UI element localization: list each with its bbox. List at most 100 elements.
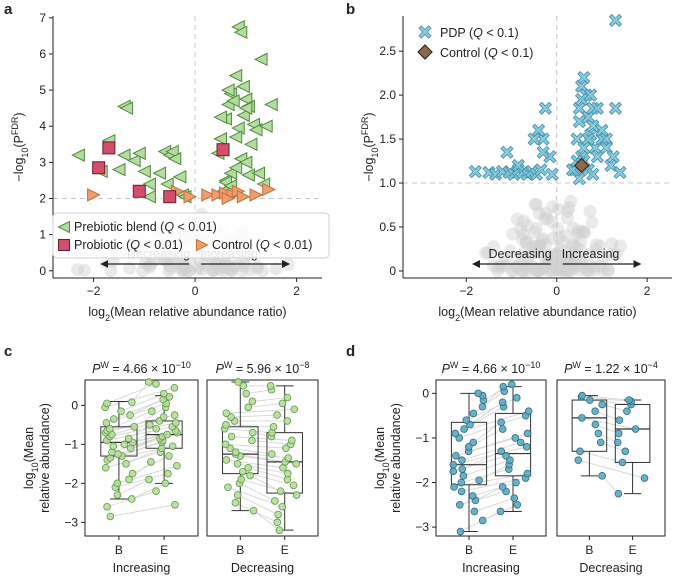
background-point (558, 229, 572, 243)
panel-label-a: a (4, 1, 13, 18)
data-point (124, 434, 133, 443)
y-tick-label: 2.5 (379, 44, 396, 58)
background-point (609, 247, 623, 261)
data-point (224, 483, 232, 492)
background-point (574, 258, 588, 272)
paired-line (230, 414, 278, 418)
pdp-point (538, 101, 552, 115)
background-point (581, 263, 595, 277)
paired-line (478, 464, 510, 481)
y-tick-label: 2.0 (379, 88, 396, 102)
background-point (551, 221, 565, 235)
data-point (449, 460, 458, 469)
background-point (558, 263, 572, 277)
prebiotic-point (243, 137, 258, 152)
data-point (101, 463, 110, 472)
data-point (274, 510, 282, 519)
background-point (542, 256, 556, 270)
paired-line (482, 386, 504, 408)
background-point (538, 212, 552, 226)
paired-line (453, 446, 527, 466)
x-tick-label: −2 (87, 284, 101, 298)
paired-line (473, 390, 505, 414)
data-point (615, 416, 624, 424)
pdp-point (590, 101, 604, 115)
data-point (512, 394, 521, 402)
data-point (474, 389, 482, 398)
prebiotic-point (236, 108, 250, 123)
panel-a-volcano: −2 0 2 0 1 2 3 4 5 6 7 log2(Mean relative abundance… (10, 11, 330, 323)
data-point (152, 380, 160, 388)
background-point (206, 263, 220, 277)
data-point (278, 502, 287, 511)
background-point (532, 264, 546, 278)
background-point (509, 259, 523, 273)
background-point (564, 194, 578, 208)
paired-line (459, 490, 507, 506)
y-tick-label: −1 (415, 431, 429, 445)
background-point (213, 263, 227, 277)
data-point (512, 478, 520, 487)
paired-line (109, 410, 152, 430)
background-point (613, 239, 627, 253)
paired-line (249, 475, 281, 492)
paired-line (461, 441, 521, 461)
prebiotic-point (238, 101, 253, 115)
background-point (206, 262, 220, 276)
data-point (457, 478, 466, 487)
background-point (181, 264, 195, 278)
data-point (614, 429, 623, 438)
legend-control-label: Control (Q < 0.01) (212, 238, 312, 252)
background-point (549, 247, 563, 261)
background-point (596, 251, 610, 265)
data-point (621, 447, 630, 456)
background-point (544, 263, 558, 277)
data-point (120, 440, 129, 449)
data-point (221, 440, 230, 449)
data-point (128, 398, 136, 407)
data-point (237, 475, 246, 484)
background-point (529, 198, 543, 212)
background-point (561, 263, 575, 277)
pdp-point (606, 150, 620, 164)
background-point (551, 202, 565, 216)
data-point (171, 500, 179, 509)
y-tick-label: 3 (39, 155, 46, 169)
panel-c-boxplots: log10(Mean relative abundance) 0 −1 −2 −3 B E In… (22, 360, 319, 575)
data-point (231, 499, 240, 507)
data-point (105, 424, 114, 433)
background-point (555, 251, 569, 265)
data-point (170, 411, 179, 419)
background-point (550, 260, 564, 274)
legend-control-marker (417, 44, 433, 60)
paired-line (472, 482, 517, 497)
background-point (164, 261, 178, 275)
background-point (238, 259, 252, 273)
pdp-point (527, 132, 541, 146)
data-point (278, 399, 287, 408)
background-point (175, 260, 189, 274)
paired-line (461, 468, 509, 483)
probiotic-point (132, 184, 146, 198)
background-point (223, 259, 237, 273)
background-point (532, 239, 546, 253)
background-point (232, 258, 246, 272)
background-point (573, 255, 587, 269)
background-point (563, 248, 577, 262)
panel-label-b: b (346, 1, 355, 18)
data-point (145, 378, 153, 386)
data-point (502, 451, 510, 460)
prebiotic-point (238, 155, 253, 170)
data-point (268, 450, 276, 458)
prebiotic-point (172, 170, 187, 184)
pdp-point (595, 123, 609, 137)
background-point (563, 256, 577, 270)
panel-b-markers (468, 13, 627, 186)
data-point (287, 436, 296, 445)
data-point (130, 422, 138, 431)
data-point (598, 400, 607, 409)
background-point (584, 259, 598, 273)
y-tick-label: 2 (39, 191, 46, 205)
background-point (566, 259, 580, 273)
